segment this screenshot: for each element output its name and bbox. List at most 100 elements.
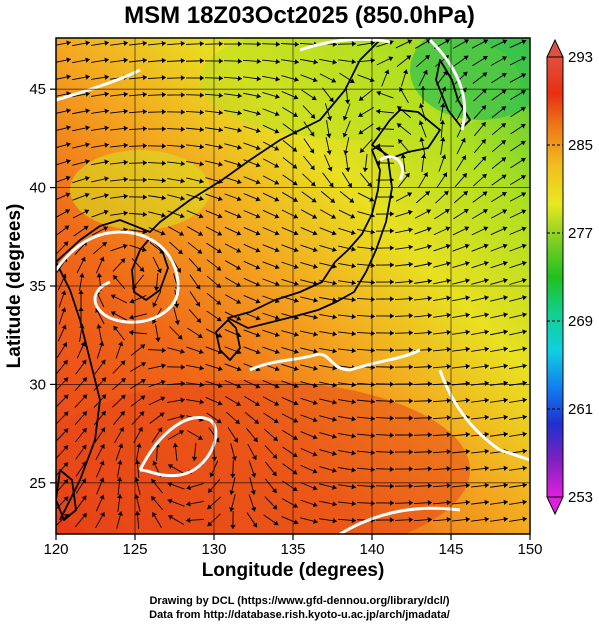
streamline-arrowhead: [186, 517, 191, 523]
streamline-arrowhead: [501, 73, 507, 78]
streamline-arrowhead: [66, 108, 71, 114]
streamline-arrowhead: [218, 161, 223, 167]
streamline-arrowhead: [399, 87, 404, 93]
streamline-arrowhead: [484, 397, 489, 404]
colorbar: 253 261 269 277 285 293: [546, 38, 593, 516]
streamline-arrowhead: [178, 231, 184, 236]
streamline-arrowhead: [503, 346, 508, 352]
streamline-arrowhead: [217, 213, 223, 219]
china-south-coastline: [56, 261, 101, 521]
streamline-arrowhead: [142, 143, 147, 149]
streamline-arrowhead: [251, 455, 257, 460]
streamline-arrowhead: [142, 211, 147, 218]
streamline-arrowhead: [230, 473, 236, 478]
streamline-arrowhead: [274, 162, 279, 168]
streamline-arrowhead: [61, 307, 67, 313]
streamline-arrowhead: [501, 140, 506, 145]
streamline-arrowhead: [142, 108, 147, 115]
streamline-arrowhead: [446, 414, 451, 421]
streamline-arrowhead: [349, 197, 355, 203]
streamline-arrowhead: [502, 243, 508, 249]
streamline-arrowhead: [180, 126, 185, 132]
streamline-arrowhead: [140, 362, 146, 367]
streamline-arrowhead: [180, 58, 185, 64]
streamline-arrowhead: [98, 341, 105, 347]
streamline-arrowhead: [292, 435, 298, 440]
streamline-arrowhead: [464, 226, 470, 232]
streamline-arrowhead: [216, 316, 222, 322]
streamline-arrowhead: [155, 337, 161, 342]
streamline-arrowhead: [376, 90, 382, 96]
streamline-arrowhead: [217, 230, 222, 236]
streamline-arrowhead: [408, 398, 413, 404]
streamline-arrowhead: [110, 294, 116, 300]
colorbar-bar: [546, 56, 564, 498]
streamline-arrowhead: [104, 176, 109, 182]
streamline-arrowhead: [408, 415, 413, 421]
streamline-arrowhead: [362, 167, 369, 172]
streamline-arrowhead: [462, 191, 468, 196]
streamline-arrowhead: [179, 213, 185, 219]
streamline-arrowhead: [331, 77, 337, 83]
streamline-arrowhead: [63, 241, 69, 247]
streamline-arrowhead: [63, 360, 68, 365]
streamline-arrowhead: [521, 56, 527, 62]
streamline-arrowhead: [180, 40, 185, 47]
streamline-arrowhead: [274, 315, 280, 321]
streamline-arrowhead: [274, 383, 280, 389]
streamline-arrowhead: [389, 483, 394, 489]
streamline-arrowhead: [520, 107, 526, 112]
streamline-arrowhead: [237, 92, 242, 99]
streamline-arrowhead: [66, 57, 71, 63]
streamline-arrowhead: [101, 242, 107, 247]
streamline-arrowhead: [123, 159, 128, 166]
streamline-arrowhead: [255, 383, 261, 389]
streamline-arrowhead: [481, 105, 487, 111]
map-grid: [56, 38, 530, 534]
streamline-arrowhead: [235, 401, 241, 406]
streamline-arrowhead: [292, 197, 298, 202]
streamline-arrowhead: [191, 456, 198, 461]
streamline-arrowhead: [293, 348, 299, 354]
streamline-arrowhead: [484, 516, 489, 523]
streamline-arrowhead: [522, 465, 527, 471]
streamline-arrowhead: [351, 416, 356, 422]
streamline-arrowhead: [293, 400, 299, 406]
streamline-arrowhead: [255, 145, 261, 151]
streamline-arrowhead: [66, 40, 71, 46]
streamline-arrowhead: [82, 377, 87, 383]
streamline-arrowhead: [197, 435, 203, 440]
streamline-arrowhead: [85, 57, 90, 63]
streamline-arrowhead: [351, 313, 356, 320]
streamline-arrowhead: [521, 243, 527, 249]
streamline-arrowhead: [293, 213, 299, 219]
streamline-arrowhead: [424, 55, 430, 60]
streamline-arrowhead: [332, 484, 337, 490]
streamline-arrowhead: [293, 519, 299, 525]
streamline-arrowhead: [214, 437, 220, 443]
streamline-arrowhead: [427, 312, 432, 319]
streamline-arrowhead: [423, 172, 428, 178]
streamline-arrowhead: [483, 39, 488, 45]
streamline-arrowhead: [254, 401, 260, 406]
y-tick-label: 30: [29, 376, 46, 393]
streamline-arrowhead: [255, 281, 261, 287]
streamline-arrowhead: [100, 512, 105, 518]
colorbar-tick-label: 253: [568, 489, 593, 506]
streamline-arrowhead: [236, 247, 241, 253]
streamline-arrowhead: [229, 490, 235, 495]
streamline-arrowhead: [196, 317, 201, 323]
colorbar-tick-label: 293: [568, 49, 593, 66]
streamline-arrowhead: [273, 520, 279, 526]
streamline-arrowhead: [84, 192, 90, 198]
streamline-arrowhead: [326, 133, 332, 138]
streamline-arrowhead: [332, 518, 337, 524]
streamline-arrowhead: [446, 516, 451, 523]
streamline-arrowhead: [332, 399, 337, 405]
streamline-arrowhead: [142, 194, 147, 200]
streamline-arrowhead: [522, 278, 527, 284]
streamline-arrowhead: [313, 59, 318, 65]
streamline-arrowhead: [104, 74, 109, 80]
japan-kyushu-coastline: [215, 319, 241, 361]
streamline-arrowhead: [139, 411, 145, 417]
